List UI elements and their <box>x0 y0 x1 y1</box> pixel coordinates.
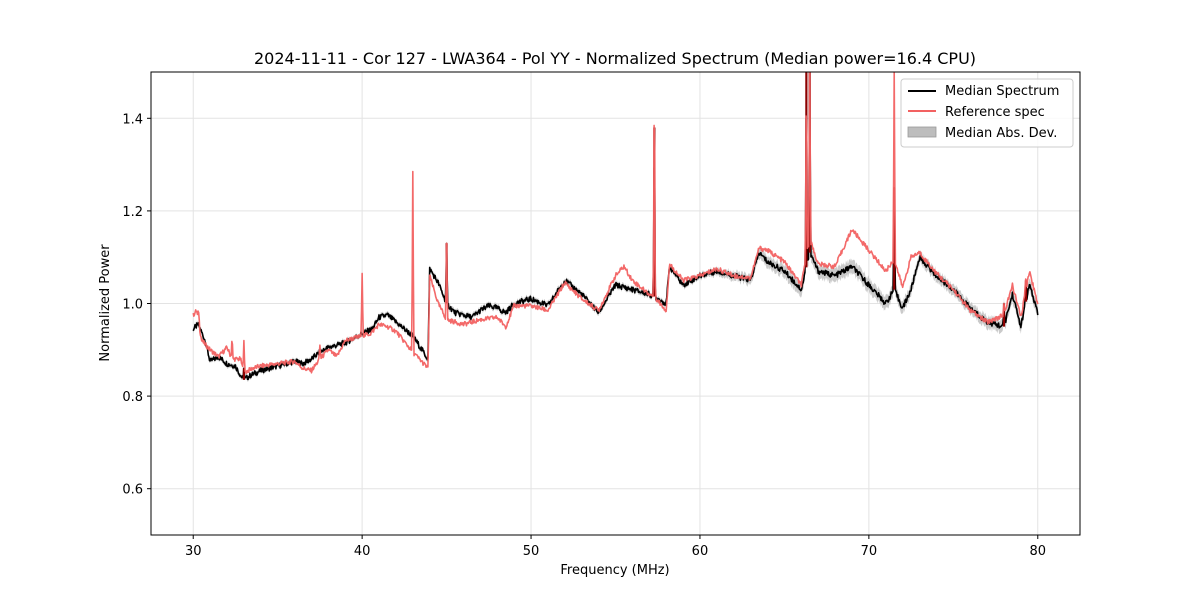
legend-box <box>900 78 1074 148</box>
legend: Median Spectrum Reference spec Median Ab… <box>900 78 1074 148</box>
y-axis-label: Normalized Power <box>98 244 113 362</box>
reference-spectrum-line <box>192 72 1039 375</box>
y-axis: 0.6 0.8 1.0 1.2 1.4 <box>122 112 151 498</box>
plot-area <box>192 72 1039 382</box>
y-tick-label: 1.2 <box>122 205 143 220</box>
x-tick-label: 70 <box>861 544 878 559</box>
x-tick-label: 60 <box>692 544 709 559</box>
y-tick-label: 1.0 <box>122 298 143 313</box>
legend-label-reference: Reference spec <box>945 105 1045 120</box>
y-tick-label: 0.8 <box>122 390 143 405</box>
reference-spectrum-series <box>192 72 1039 375</box>
legend-label-median: Median Spectrum <box>945 84 1059 99</box>
legend-swatch-mad <box>907 126 937 138</box>
x-tick-label: 50 <box>523 544 540 559</box>
x-axis-label: Frequency (MHz) <box>560 563 669 578</box>
y-tick-label: 0.6 <box>122 483 143 498</box>
x-tick-label: 40 <box>354 544 371 559</box>
chart-title: 2024-11-11 - Cor 127 - LWA364 - Pol YY -… <box>254 49 976 68</box>
legend-label-mad: Median Abs. Dev. <box>945 126 1057 141</box>
x-tick-label: 30 <box>185 544 202 559</box>
x-tick-label: 80 <box>1029 544 1046 559</box>
median-spectrum-line <box>192 72 1039 381</box>
x-axis: 30 40 50 60 70 80 <box>185 535 1046 559</box>
y-tick-label: 1.4 <box>122 112 143 127</box>
